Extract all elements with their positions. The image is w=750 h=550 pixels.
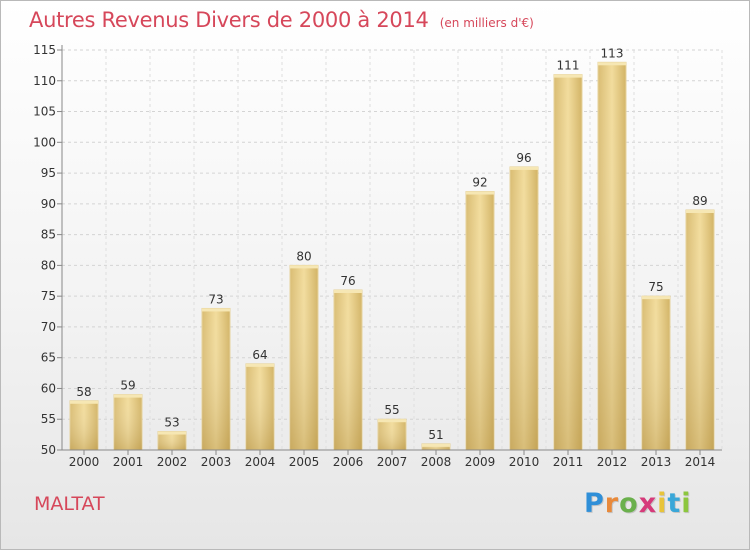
x-tick-label: 2001 xyxy=(113,455,144,469)
x-tick-label: 2010 xyxy=(509,455,540,469)
x-tick-label: 2005 xyxy=(289,455,320,469)
x-tick-label: 2008 xyxy=(421,455,452,469)
y-tick-label: 75 xyxy=(41,289,56,303)
data-label-2006: 76 xyxy=(340,274,355,288)
x-tick-label: 2011 xyxy=(553,455,584,469)
y-tick-label: 115 xyxy=(33,43,56,57)
logo-letter: r xyxy=(604,488,620,519)
data-label-2012: 113 xyxy=(601,46,624,60)
y-tick-label: 95 xyxy=(41,166,56,180)
x-tick-label: 2013 xyxy=(641,455,672,469)
bar-shade xyxy=(466,191,494,451)
bar-shade xyxy=(70,400,98,450)
bar-top-cap xyxy=(554,74,582,78)
bar-top-cap xyxy=(246,363,274,367)
bar-top-cap xyxy=(598,62,626,66)
data-label-2007: 55 xyxy=(384,403,399,417)
bar-shade xyxy=(598,62,626,451)
logo-letter: o xyxy=(619,488,639,519)
data-label-2005: 80 xyxy=(296,249,311,263)
x-tick-label: 2004 xyxy=(245,455,276,469)
bar-top-cap xyxy=(466,191,494,195)
bar-top-cap xyxy=(290,265,318,269)
data-label-2004: 64 xyxy=(252,348,267,362)
bars xyxy=(69,61,715,451)
bar-top-cap xyxy=(510,166,538,170)
bar-shade xyxy=(378,419,406,450)
bar-shade xyxy=(202,308,230,450)
y-tick-label: 70 xyxy=(41,320,56,334)
bar-top-cap xyxy=(70,400,98,404)
x-tick-label: 2009 xyxy=(465,455,496,469)
data-label-2010: 96 xyxy=(516,151,531,165)
x-tick-label: 2002 xyxy=(157,455,188,469)
data-label-2000: 58 xyxy=(76,385,91,399)
x-tick-label: 2003 xyxy=(201,455,232,469)
bar-top-cap xyxy=(202,308,230,312)
data-label-2002: 53 xyxy=(164,416,179,430)
x-tick-label: 2012 xyxy=(597,455,628,469)
y-tick-label: 55 xyxy=(41,412,56,426)
y-tick-label: 105 xyxy=(33,105,56,119)
x-tick-label: 2007 xyxy=(377,455,408,469)
bar-shade xyxy=(114,394,142,450)
bar-shade xyxy=(422,443,450,450)
bar-top-cap xyxy=(422,443,450,447)
data-label-2009: 92 xyxy=(472,176,487,190)
chart-title: Autres Revenus Divers de 2000 à 2014 xyxy=(29,8,429,32)
bar-top-cap xyxy=(642,296,670,300)
bar-top-cap xyxy=(334,290,362,293)
y-tick-label: 100 xyxy=(33,135,56,149)
y-tick-label: 110 xyxy=(33,74,56,88)
bar-shade xyxy=(686,210,714,450)
data-label-2008: 51 xyxy=(428,428,443,442)
bar-shade xyxy=(158,431,186,450)
x-tick-label: 2014 xyxy=(685,455,716,469)
labels: 50 55 60 65 70 75 80 85 90 95 100 105 110 115 58 2000 59… xyxy=(33,43,715,469)
data-label-2014: 89 xyxy=(692,194,707,208)
y-tick-label: 60 xyxy=(41,381,56,395)
bar-top-cap xyxy=(378,419,406,423)
y-tick-label: 50 xyxy=(41,443,56,457)
chart-subtitle: (en milliers d'€) xyxy=(439,16,534,30)
logo-letter: t xyxy=(667,488,682,519)
data-label-2003: 73 xyxy=(208,292,223,306)
y-tick-label: 80 xyxy=(41,258,56,272)
bar-shade xyxy=(334,290,362,450)
bar-shade xyxy=(290,265,318,450)
bar-shade xyxy=(510,166,538,450)
bar-shade xyxy=(642,296,670,450)
bar-top-cap xyxy=(158,431,186,435)
logo-letter: i xyxy=(657,488,668,519)
x-tick-label: 2000 xyxy=(69,455,100,469)
logo-letter: P xyxy=(584,488,605,519)
data-label-2011: 111 xyxy=(557,59,580,73)
proxiti-logo: Proxiti xyxy=(584,488,692,519)
data-label-2001: 59 xyxy=(120,379,135,393)
bar-top-cap xyxy=(686,210,714,213)
y-tick-label: 85 xyxy=(41,228,56,242)
logo-letter: i xyxy=(681,488,692,519)
logo-letter: x xyxy=(638,488,658,519)
bar-shade xyxy=(554,74,582,450)
y-tick-label: 90 xyxy=(41,197,56,211)
data-label-2013: 75 xyxy=(648,280,663,294)
x-tick-label: 2006 xyxy=(333,455,364,469)
location-name: MALTAT xyxy=(34,493,105,515)
chart-title-row: Autres Revenus Divers de 2000 à 2014 (en… xyxy=(29,8,534,32)
bar-shade xyxy=(246,363,274,450)
axes xyxy=(57,45,722,455)
bar-top-cap xyxy=(114,394,142,398)
y-tick-label: 65 xyxy=(41,351,56,365)
